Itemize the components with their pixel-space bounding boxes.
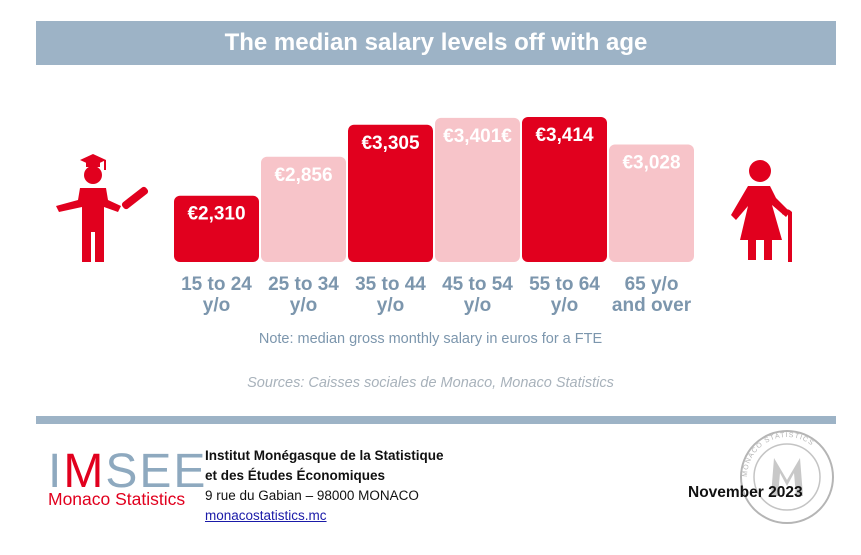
bar-value-label-2: €2,856 bbox=[274, 165, 332, 186]
publication-date: November 2023 bbox=[688, 484, 803, 501]
institute-info: Institut Monégasque de la Statistique et… bbox=[205, 446, 444, 526]
footer-divider bbox=[36, 416, 836, 424]
bar-4 bbox=[435, 117, 520, 262]
logo-word: IMSEE bbox=[48, 445, 208, 498]
category-label-4-line-2: y/o bbox=[464, 295, 491, 316]
chart-sources: Sources: Caisses sociales de Monaco, Mon… bbox=[247, 375, 614, 391]
category-label-4-line-1: 45 to 54 bbox=[442, 274, 513, 295]
category-label-1-line-2: y/o bbox=[203, 295, 230, 316]
category-label-5-line-2: y/o bbox=[551, 295, 578, 316]
bar-value-label-5: €3,414 bbox=[535, 125, 594, 146]
chart-note: Note: median gross monthly salary in eur… bbox=[258, 331, 603, 347]
graduate-student-icon bbox=[56, 154, 149, 262]
institute-name-line1: Institut Monégasque de la Statistique bbox=[205, 448, 444, 463]
logo-subtitle: Monaco Statistics bbox=[48, 489, 186, 509]
bar-5 bbox=[522, 117, 607, 262]
website-link[interactable]: monacostatistics.mc bbox=[205, 508, 327, 523]
category-label-2-line-1: 25 to 34 bbox=[268, 274, 339, 295]
bar-2 bbox=[261, 156, 346, 262]
chart-title: The median salary levels off with age bbox=[36, 21, 836, 65]
bar-value-label-6: €3,028 bbox=[622, 153, 680, 174]
bar-3 bbox=[348, 124, 433, 262]
imsee-logo: IMSEE bbox=[48, 448, 207, 496]
category-label-6-line-2: and over bbox=[612, 295, 692, 316]
bar-6 bbox=[609, 144, 694, 262]
category-label-1-line-1: 15 to 24 bbox=[181, 274, 252, 295]
category-label-2-line-2: y/o bbox=[290, 295, 317, 316]
bar-value-label-3: €3,305 bbox=[361, 133, 420, 154]
category-label-6-line-1: 65 y/o bbox=[625, 274, 679, 295]
category-label-3-line-2: y/o bbox=[377, 295, 404, 316]
bar-1 bbox=[174, 195, 259, 262]
monaco-statistics-seal: MONACO STATISTICS bbox=[740, 430, 834, 524]
institute-address: 9 rue du Gabian – 98000 MONACO bbox=[205, 488, 419, 503]
bar-value-label-1: €2,310 bbox=[187, 204, 245, 225]
elderly-person-icon bbox=[731, 160, 792, 262]
category-label-3-line-1: 35 to 44 bbox=[355, 274, 426, 295]
bar-value-label-4: €3,401€ bbox=[443, 126, 512, 147]
category-label-5-line-1: 55 to 64 bbox=[529, 274, 600, 295]
institute-name-line2: et des Études Économiques bbox=[205, 468, 386, 483]
